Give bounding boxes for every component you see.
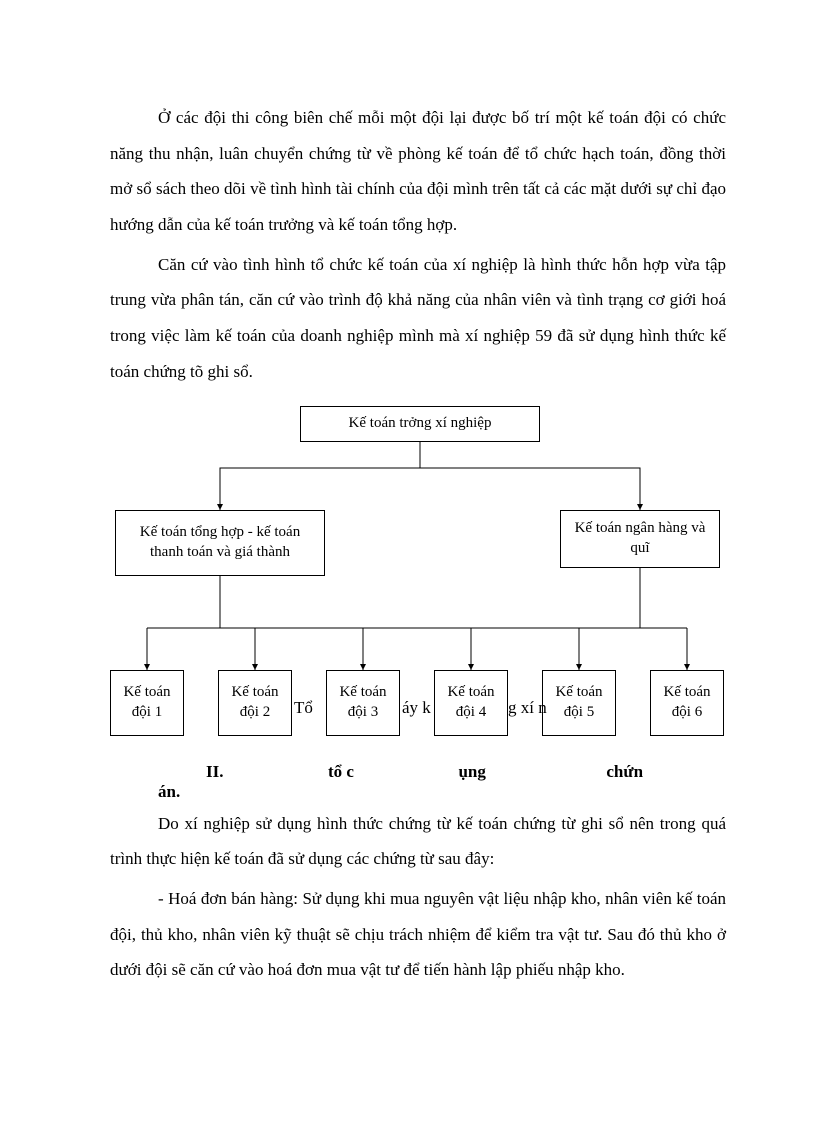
paragraph-1: Ở các đội thi công biên chế mỗi một đội … [110,100,726,243]
bg-frag-2: áy k [402,698,431,718]
node-leaf-4: Kế toán đội 4 [434,670,508,736]
node-leaf-6-label: Kế toán đội 6 [657,683,717,722]
node-leaf-5-label: Kế toán đội 5 [549,683,609,722]
node-top: Kế toán trởng xí nghiệp [300,406,540,442]
node-leaf-1-label: Kế toán đội 1 [117,683,177,722]
node-leaf-4-label: Kế toán đội 4 [441,683,501,722]
paragraph-4: - Hoá đơn bán hàng: Sử dụng khi mua nguy… [110,881,726,988]
section-heading: II. tổ c ụng chứn án. [110,762,726,802]
node-leaf-1: Kế toán đội 1 [110,670,184,736]
page: Ở các đội thi công biên chế mỗi một đội … [0,0,816,1052]
paragraph-2: Căn cứ vào tình hình tổ chức kế toán của… [110,247,726,390]
node-leaf-3-label: Kế toán đội 3 [333,683,393,722]
node-mid-right-label: Kế toán ngân hàng và quĩ [567,519,713,558]
node-leaf-3: Kế toán đội 3 [326,670,400,736]
node-mid-right: Kế toán ngân hàng và quĩ [560,510,720,568]
bg-frag-1: Tổ [294,698,313,718]
node-top-label: Kế toán trởng xí nghiệp [349,414,492,434]
section-num: II. [158,762,223,782]
node-mid-left-label: Kế toán tổng hợp - kế toán thanh toán và… [122,523,318,562]
node-leaf-5: Kế toán đội 5 [542,670,616,736]
node-leaf-2: Kế toán đội 2 [218,670,292,736]
paragraph-3: Do xí nghiệp sử dụng hình thức chứng từ … [110,806,726,877]
section-frag-a: tổ c [280,762,354,782]
node-leaf-6: Kế toán đội 6 [650,670,724,736]
section-frag-b: ụng [410,762,485,782]
org-chart: Kế toán trởng xí nghiệp Kế toán tổng hợp… [110,406,730,756]
bg-frag-3: g xí n [508,698,547,718]
section-frag-c: chứn [558,762,643,782]
node-leaf-2-label: Kế toán đội 2 [225,683,285,722]
node-mid-left: Kế toán tổng hợp - kế toán thanh toán và… [115,510,325,576]
section-frag-d: án. [110,782,180,802]
